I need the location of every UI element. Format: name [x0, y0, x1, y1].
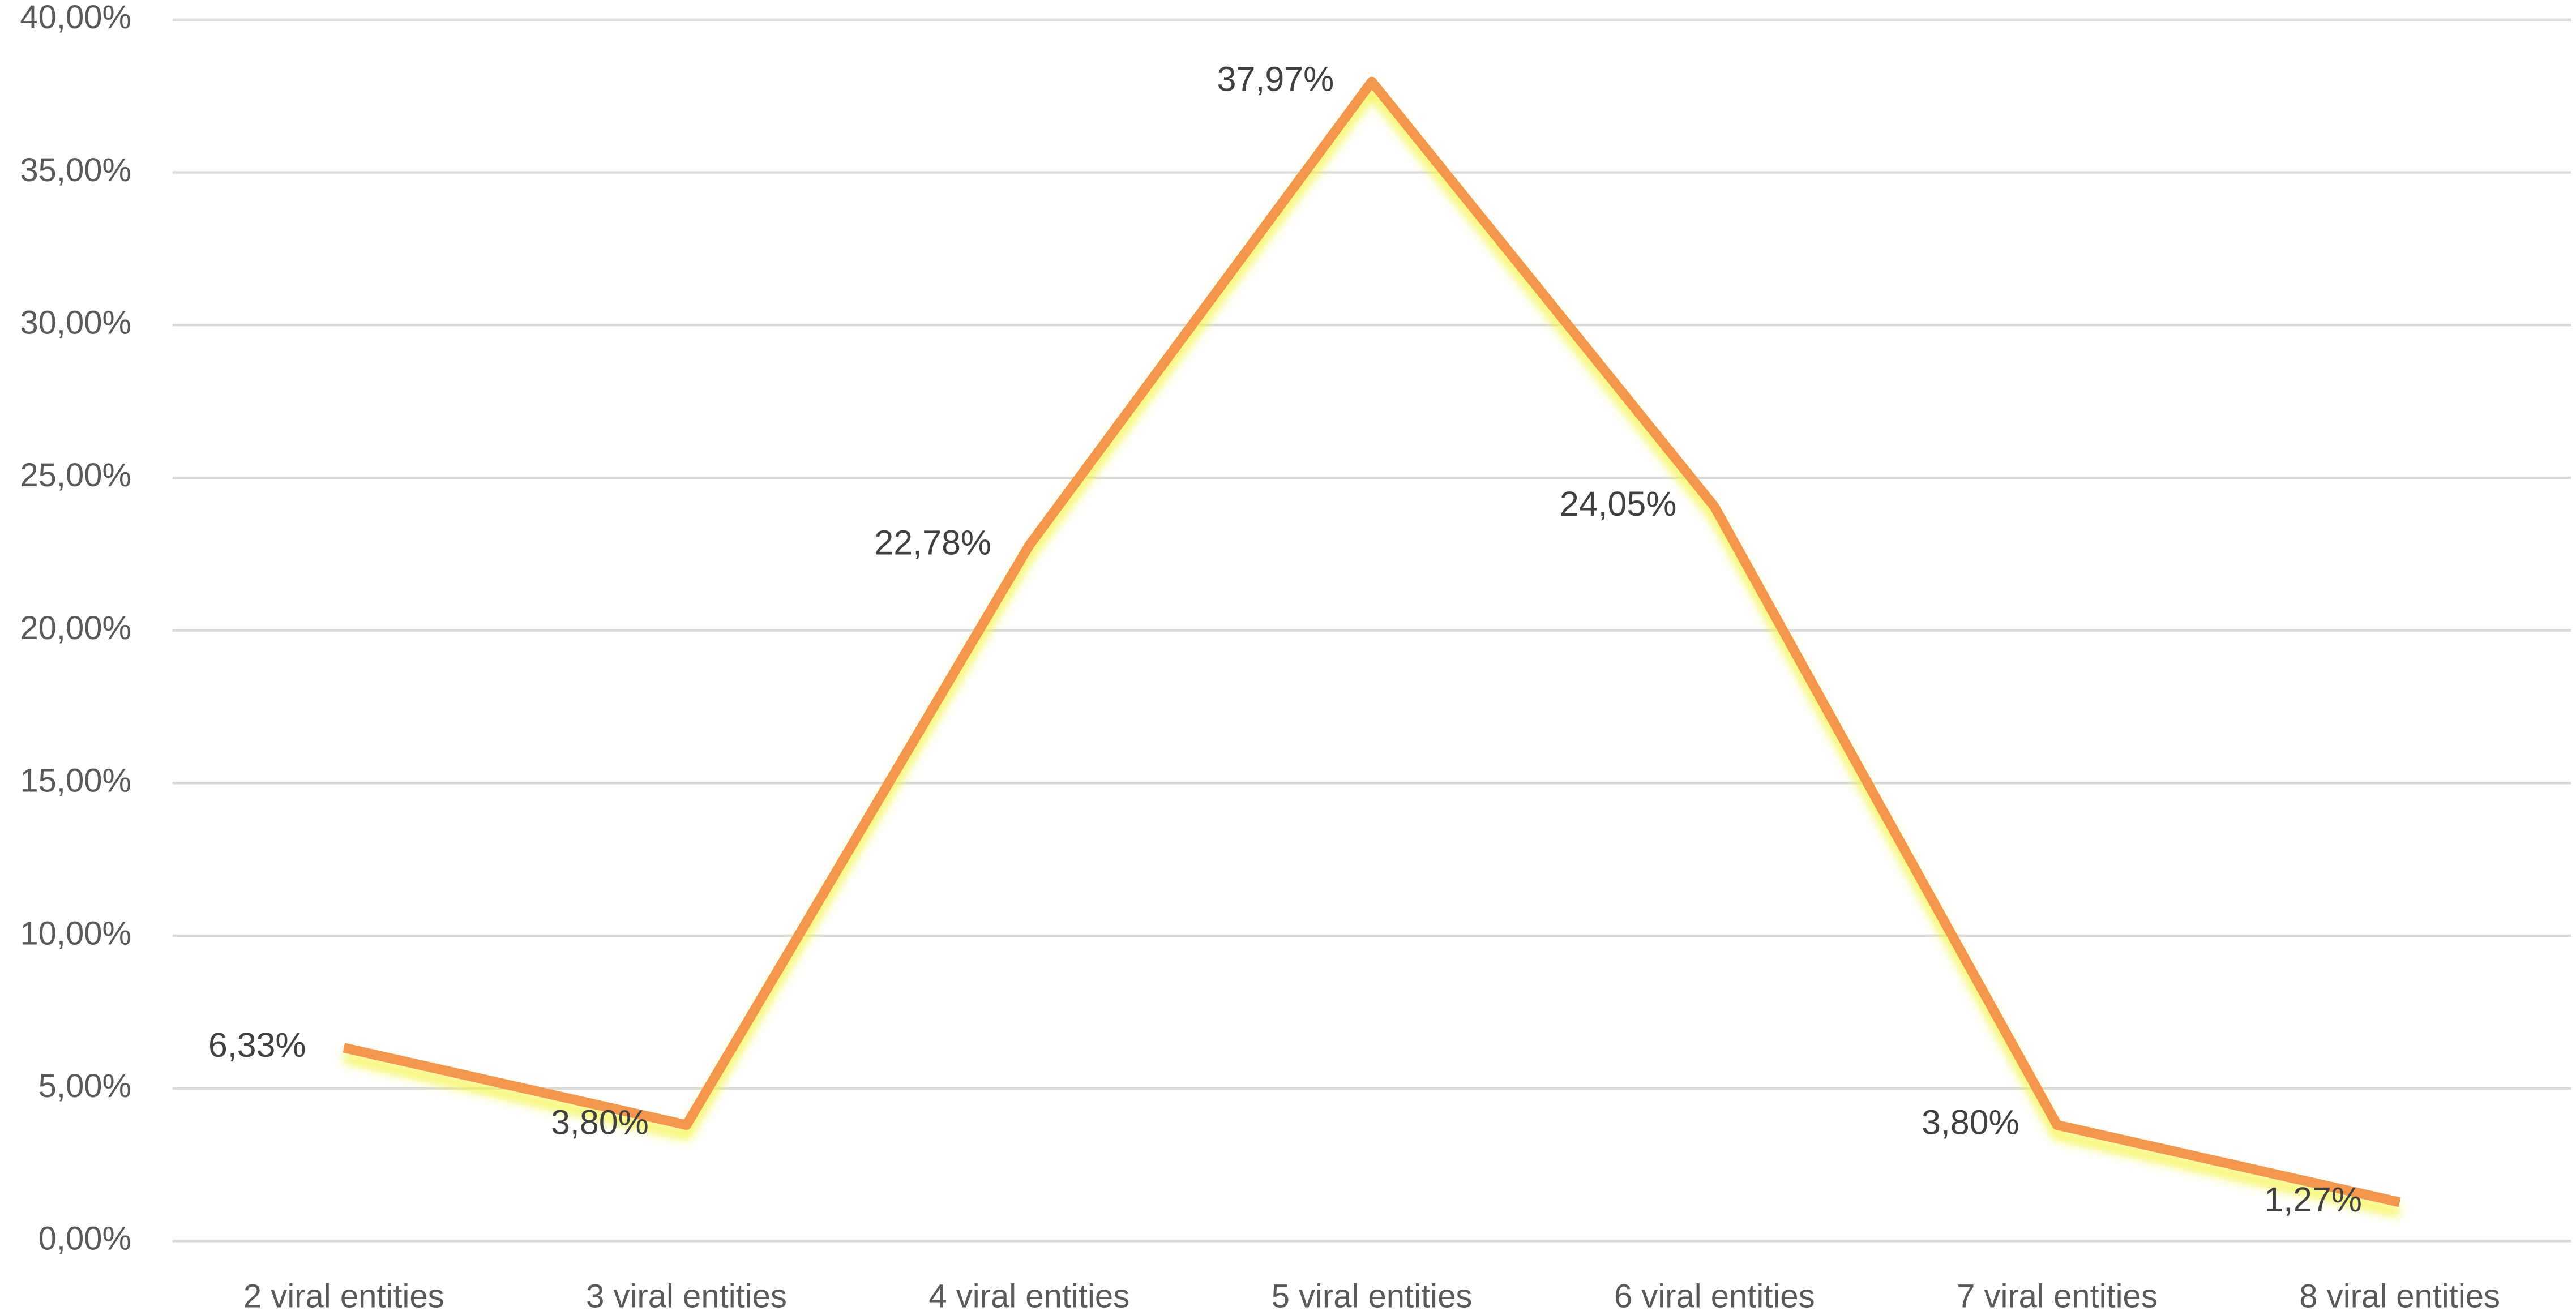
- y-tick-label: 10,00%: [20, 915, 131, 952]
- y-tick-label: 5,00%: [38, 1068, 132, 1104]
- data-label: 3,80%: [551, 1103, 649, 1141]
- x-tick-label: 3 viral entities: [586, 1278, 787, 1314]
- x-tick-label: 8 viral entities: [2299, 1278, 2500, 1314]
- data-label: 24,05%: [1560, 485, 1677, 523]
- x-tick-label: 4 viral entities: [928, 1278, 1129, 1314]
- y-tick-label: 40,00%: [20, 0, 131, 36]
- x-tick-label: 7 viral entities: [1957, 1278, 2158, 1314]
- data-label: 3,80%: [1922, 1103, 2019, 1141]
- y-tick-label: 15,00%: [20, 763, 131, 799]
- data-label: 1,27%: [2264, 1180, 2362, 1219]
- y-tick-label: 30,00%: [20, 305, 131, 341]
- data-label: 37,97%: [1217, 59, 1334, 98]
- y-tick-label: 0,00%: [38, 1220, 132, 1257]
- data-label: 22,78%: [874, 524, 991, 562]
- x-tick-label: 5 viral entities: [1272, 1278, 1473, 1314]
- data-label: 6,33%: [208, 1026, 306, 1064]
- y-tick-label: 35,00%: [20, 152, 131, 189]
- y-tick-label: 25,00%: [20, 457, 131, 494]
- y-tick-label: 20,00%: [20, 610, 131, 646]
- x-tick-label: 2 viral entities: [243, 1278, 444, 1314]
- x-tick-label: 6 viral entities: [1614, 1278, 1815, 1314]
- series-line: [343, 76, 2401, 1207]
